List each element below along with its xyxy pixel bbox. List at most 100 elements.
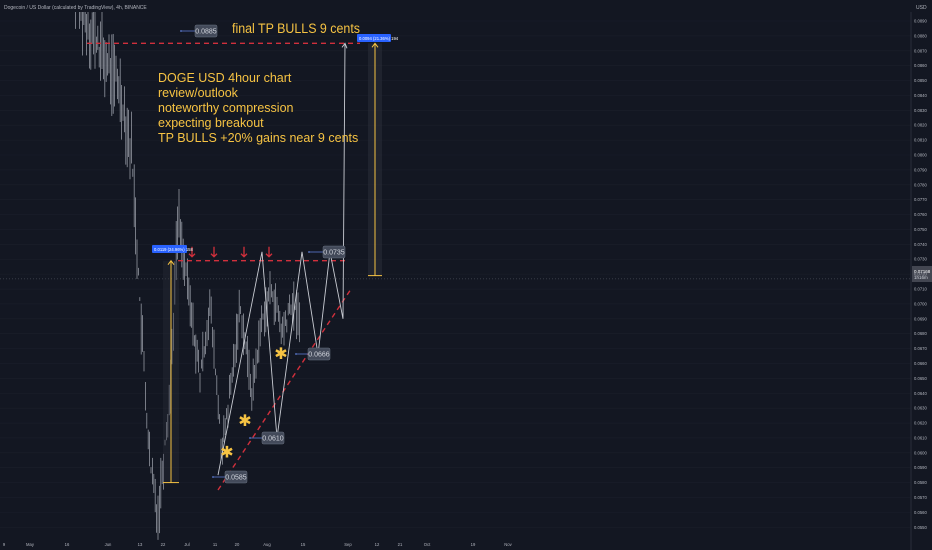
measure-big-label: 0.0094 (21.36%) 194 — [359, 36, 399, 41]
y-tick-label: 0.0880 — [914, 33, 927, 38]
y-tick-label: 0.0770 — [914, 197, 927, 202]
note-line-4: expecting breakout — [158, 116, 264, 130]
y-tick-label: 0.0810 — [914, 138, 927, 143]
down-arrow-icon — [240, 246, 248, 258]
price-label-badge[interactable] — [224, 470, 248, 484]
price-label-text: 0.0610 — [262, 436, 284, 443]
y-tick-label: 0.0750 — [914, 227, 927, 232]
y-tick-label: 0.0680 — [914, 331, 927, 336]
x-tick-label: May — [26, 542, 35, 547]
y-tick-label: 0.0790 — [914, 167, 927, 172]
grid-layer — [0, 20, 911, 528]
x-tick-label: Nov — [504, 542, 512, 547]
y-tick-label: 0.0840 — [914, 93, 927, 98]
y-tick-label: 0.0660 — [914, 361, 927, 366]
y-tick-label: 0.0650 — [914, 376, 927, 381]
current-price-countdown: 1h16m — [914, 275, 928, 280]
currency-label: USD — [916, 5, 927, 11]
x-tick-label: 13 — [138, 542, 143, 547]
measure-big-badge[interactable] — [357, 34, 391, 42]
y-tick-label: 0.0700 — [914, 301, 927, 306]
y-tick-label: 0.0600 — [914, 450, 927, 455]
y-tick-label: 0.0630 — [914, 406, 927, 411]
price-label-dot — [212, 476, 214, 478]
price-label-text: 0.0666 — [308, 352, 330, 359]
asterisk-icon: ✱ — [274, 344, 287, 363]
x-tick-label: 21 — [398, 542, 403, 547]
projection-path[interactable] — [217, 43, 346, 476]
price-label-dot — [180, 30, 182, 32]
y-tick-label: 0.0890 — [914, 19, 927, 24]
note-line-1: DOGE USD 4hour chart — [158, 71, 292, 85]
price-label-badge[interactable] — [261, 431, 285, 445]
x-tick-label: Aug — [263, 542, 271, 547]
note-line-2: review/outlook — [158, 86, 239, 100]
y-tick-label: 0.0570 — [914, 495, 927, 500]
y-tick-label: 0.0670 — [914, 346, 927, 351]
y-tick-label: 0.0760 — [914, 212, 927, 217]
chart-title: Dogecoin / US Dollar (calculated by Trad… — [4, 5, 147, 11]
y-tick-label: 0.0590 — [914, 465, 927, 470]
measure-small-badge[interactable] — [152, 245, 187, 253]
current-price-badge — [912, 266, 932, 282]
price-label-badge[interactable] — [307, 347, 331, 361]
y-tick-label: 0.0550 — [914, 525, 927, 530]
note-line-3: noteworthy compression — [158, 101, 294, 115]
asterisk-icon: ✱ — [220, 442, 233, 461]
price-label-text: 0.0585 — [225, 475, 247, 482]
y-tick-label: 0.0610 — [914, 435, 927, 440]
x-tick-label: 16 — [65, 542, 70, 547]
y-tick-label: 0.0710 — [914, 287, 927, 292]
y-tick-label: 0.0860 — [914, 63, 927, 68]
y-tick-label: 0.0720 — [914, 272, 927, 277]
x-tick-label: Jul — [184, 542, 189, 547]
measure-small-arrow — [167, 259, 175, 266]
price-label-dot — [308, 251, 310, 253]
price-label-dot — [295, 353, 297, 355]
price-label-dot — [249, 437, 251, 439]
y-axis[interactable]: 0.0890 0.0880 0.0870 0.0860 0.0850 0.0840 0.08… — [914, 19, 927, 530]
price-label-text: 0.0885 — [195, 29, 217, 36]
measure-big-arrow — [371, 42, 379, 48]
x-tick-label: 15 — [301, 542, 306, 547]
current-price-value: 0.07168 — [914, 269, 931, 274]
x-tick-label: 20 — [235, 542, 240, 547]
x-tick-label: Oct — [424, 542, 431, 547]
note-line-5: TP BULLS +20% gains near 9 cents — [158, 131, 358, 145]
price-label-badge[interactable] — [194, 24, 218, 38]
price-label-badge[interactable] — [322, 245, 346, 259]
down-arrow-icon — [265, 246, 273, 258]
candle-layer — [75, 12, 300, 540]
y-tick-label: 0.0780 — [914, 182, 927, 187]
x-tick-label: 22 — [161, 542, 166, 547]
y-tick-label: 0.0640 — [914, 391, 927, 396]
y-tick-label: 0.0560 — [914, 510, 927, 515]
x-tick-label: 12 — [375, 542, 380, 547]
x-tick-label: Jun — [105, 542, 112, 547]
y-tick-label: 0.0870 — [914, 48, 927, 53]
y-tick-label: 0.0830 — [914, 108, 927, 113]
y-tick-label: 0.0740 — [914, 242, 927, 247]
projection-arrowhead — [341, 42, 348, 49]
x-tick-label: Sep — [344, 542, 352, 547]
y-tick-label: 0.0620 — [914, 421, 927, 426]
down-arrow-icon — [210, 246, 218, 258]
support-trendline[interactable] — [217, 290, 351, 491]
y-tick-label: 0.0690 — [914, 316, 927, 321]
final-tp-text: final TP BULLS 9 cents — [232, 21, 360, 36]
y-tick-label: 0.0850 — [914, 78, 927, 83]
x-axis[interactable]: 9 May 16 Jun 13 22 Jul 11 20 Aug 15 Sep 12 21 Oct 19 Nov — [3, 542, 513, 547]
y-tick-label: 0.0820 — [914, 123, 927, 128]
x-tick-label: 11 — [213, 542, 218, 547]
x-tick-label: 19 — [471, 542, 476, 547]
x-tick-label: 9 — [3, 542, 6, 547]
y-tick-label: 0.0800 — [914, 153, 927, 158]
down-arrow-icon — [188, 246, 196, 258]
y-tick-label: 0.0730 — [914, 257, 927, 262]
price-label-text: 0.0735 — [323, 250, 345, 257]
measure-small-label: 0.0119 (24.96%) 158 — [154, 247, 193, 252]
overlay-layer: ✱ ✱ ✱ 0.0885 0.0735 0.0666 0.0610 0.0585 — [0, 24, 911, 491]
